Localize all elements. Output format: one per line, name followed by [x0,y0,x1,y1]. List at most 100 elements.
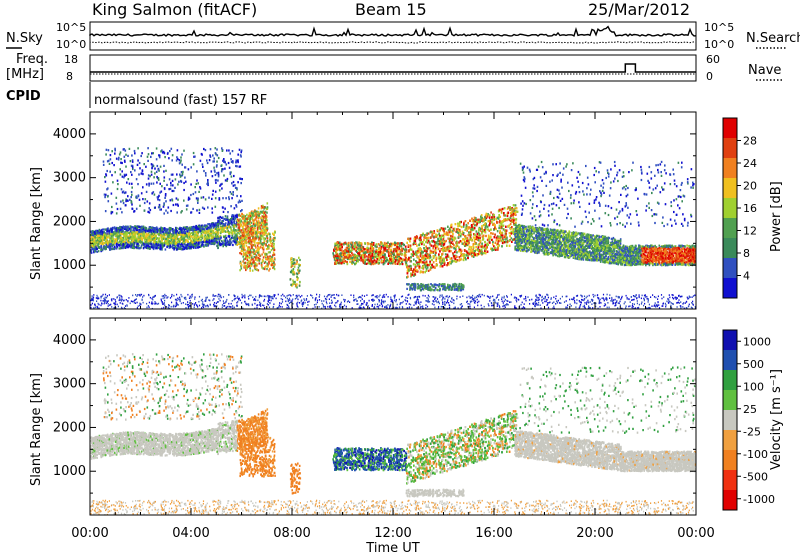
rti-cell [172,230,174,232]
rti-cell [105,248,107,250]
rti-cell [238,243,240,245]
rti-cell [247,249,249,251]
rti-cell [153,243,155,245]
rti-cell [253,249,255,251]
rti-cell [167,238,169,240]
rti-cell [193,152,195,154]
rti-cell [103,161,105,163]
rti-cell [227,219,229,221]
rti-cell [232,194,234,196]
rti-cell [212,154,214,156]
rti-cell [223,174,225,176]
rti-cell [252,232,254,234]
rti-cell [298,267,300,269]
rti-cell [225,215,227,217]
rti-cell [148,153,150,155]
rti-cell [111,150,113,152]
rti-cell [299,259,301,261]
rti-cell [181,245,183,247]
rti-cell [218,232,220,234]
rti-cell [149,226,151,228]
rti-cell [240,195,242,197]
rti-cell [144,202,146,204]
rti-cell [140,237,142,239]
rti-cell [126,227,128,229]
rti-cell [194,245,196,247]
rti-cell [132,241,134,243]
rti-cell [427,242,429,244]
rti-cell [106,188,108,190]
rti-cell [192,227,194,229]
rti-cell [170,210,172,212]
rti-cell [250,224,252,226]
rti-cell [263,214,265,216]
rti-cell [266,223,268,225]
rti-cell [114,248,116,250]
rti-cell [253,223,255,225]
rti-cell [101,229,103,231]
rti-cell [227,211,229,213]
rti-cell [101,231,103,233]
rti-cell [91,234,93,236]
rti-cell [131,203,133,205]
rti-cell [143,233,145,235]
rti-cell [183,182,185,184]
rti-cell [117,227,119,229]
rti-cell [209,154,211,156]
rti-cell [223,161,225,163]
rti-cell [239,178,241,180]
rti-cell [215,174,217,176]
rti-cell [100,236,102,238]
rti-cell [255,257,257,259]
rti-cell [156,171,158,173]
rti-cell [109,240,111,242]
rti-cell [121,211,123,213]
rti-cell [235,160,237,162]
rti-cell [258,243,260,245]
rti-cell [170,245,172,247]
rti-cell [170,184,172,186]
rti-cell [155,235,157,237]
rti-cell [166,238,168,240]
rti-cell [175,242,177,244]
rti-cell [197,182,199,184]
rti-cell [109,230,111,232]
rti-cell [179,174,181,176]
rti-cell [231,197,233,199]
rti-cell [184,177,186,179]
rti-cell [137,147,139,149]
rti-cell [206,225,208,227]
rti-cell [156,241,158,243]
rti-cell [274,249,276,251]
rti-cell [231,217,233,219]
rti-cell [131,154,133,156]
rti-cell [219,219,221,221]
rti-cell [263,242,265,244]
rti-cell [203,245,205,247]
rti-cell [245,228,247,230]
rti-cell [98,247,100,249]
rti-cell [159,241,161,243]
rti-cell [173,239,175,241]
rti-cell [131,234,133,236]
rti-cell [172,154,174,156]
rti-cell [220,237,222,239]
rti-cell [111,206,113,208]
rti-cell [207,239,209,241]
rti-cell [144,230,146,232]
rti-cell [127,155,129,157]
rti-cell [106,170,108,172]
rti-cell [248,228,250,230]
rti-cell [293,268,295,270]
rti-cell [258,231,260,233]
rti-cell [137,159,139,161]
rti-cell [111,228,113,230]
rti-cell [213,167,215,169]
rti-cell [236,235,238,237]
rti-cell [243,254,245,256]
rti-cell [181,236,183,238]
rti-cell [103,231,105,233]
rti-cell [171,159,173,161]
rti-cell [249,234,251,236]
rti-cell [168,157,170,159]
